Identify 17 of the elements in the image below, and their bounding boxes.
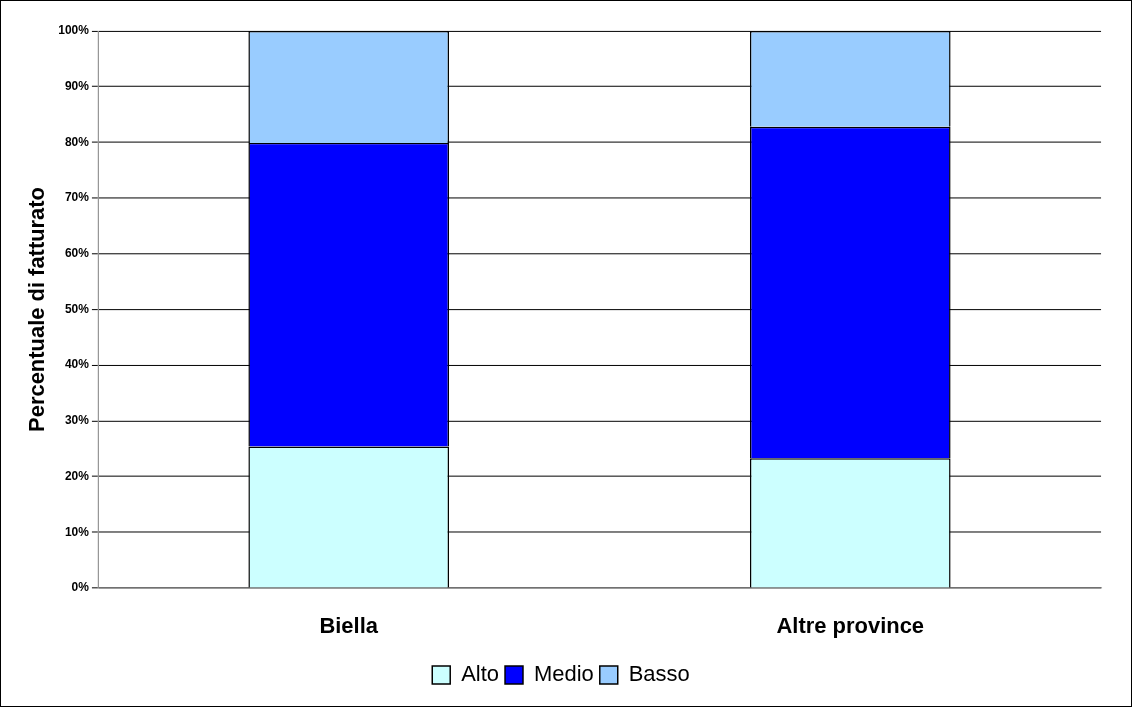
- y-tick-label: 30%: [64, 413, 90, 428]
- y-tick-label: 100%: [58, 23, 90, 38]
- y-axis-title: Percentuale di fatturato: [24, 186, 50, 432]
- x-tick-label: Altre province: [776, 613, 925, 639]
- y-tick-label: 70%: [64, 190, 90, 205]
- y-tick-label: 80%: [64, 134, 90, 149]
- legend-label: Medio: [533, 661, 594, 687]
- legend-label: Alto: [461, 661, 500, 687]
- legend-label: Basso: [628, 661, 690, 687]
- y-tick-label: 60%: [64, 246, 90, 261]
- y-tick-label: 90%: [64, 78, 90, 93]
- y-tick-label: 20%: [64, 468, 90, 483]
- y-tick-label: 0%: [71, 580, 90, 595]
- y-tick-label: 50%: [64, 301, 90, 316]
- y-tick-label: 40%: [64, 357, 90, 372]
- x-tick-label: Biella: [319, 613, 379, 639]
- y-tick-label: 10%: [64, 524, 90, 539]
